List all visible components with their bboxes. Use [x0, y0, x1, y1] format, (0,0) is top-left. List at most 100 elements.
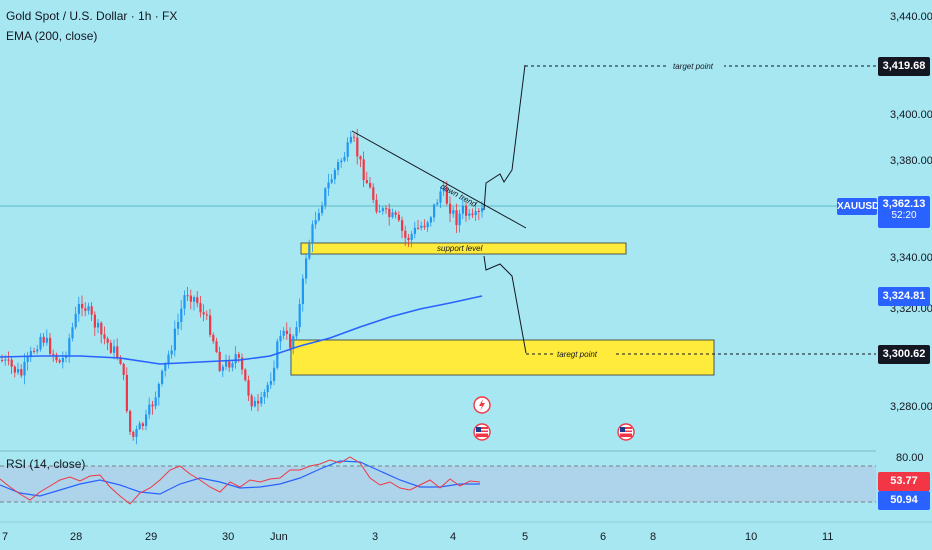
candle-body [55, 354, 58, 361]
candle-body [145, 414, 148, 427]
rsi-signal-line [0, 460, 480, 497]
time-tick-4: 4 [450, 531, 456, 543]
candle-body [97, 322, 100, 328]
candle-body [404, 230, 407, 238]
candle-body [282, 330, 285, 336]
candle-body [452, 210, 455, 214]
candle-body [84, 308, 87, 311]
candle-body [205, 314, 208, 316]
candle-body [321, 205, 324, 214]
target-down-label: taregt point [557, 350, 598, 359]
candle-body [381, 208, 384, 212]
candle-body [417, 227, 420, 229]
candle-body [385, 208, 388, 210]
candles-group [1, 128, 484, 445]
candle-body [189, 295, 192, 302]
candle-body [343, 156, 346, 161]
candle-body [17, 369, 20, 373]
symbol-tag: XAUUSD [837, 198, 879, 215]
time-tick-11: 11 [822, 531, 833, 543]
candle-body [253, 400, 256, 407]
target-up-label: target point [673, 62, 714, 71]
downtrend-line [351, 130, 527, 229]
target-down-price-tag: 3,300.62 [878, 345, 930, 364]
support-label: support level [437, 244, 483, 253]
candle-body [228, 361, 231, 368]
candle-body [330, 179, 333, 183]
candle-body [138, 423, 141, 430]
candle-body [20, 369, 23, 376]
flash-event-icon[interactable] [473, 396, 491, 414]
candle-body [61, 357, 64, 363]
price-tick-3400: 3,400.00 [890, 109, 932, 121]
candle-body [298, 303, 301, 328]
candle-body [13, 366, 16, 373]
candle-body [263, 392, 266, 397]
ema-200-line [0, 295, 483, 365]
candle-body [337, 162, 340, 171]
candle-body [317, 213, 320, 221]
candle-body [23, 361, 26, 376]
target-up-label-bg [668, 61, 724, 72]
candle-body [465, 205, 468, 216]
candle-body [324, 188, 327, 206]
countdown-tag: 52:20 [891, 210, 917, 221]
target-up-price-tag: 3,419.68 [878, 57, 930, 76]
candle-body [58, 360, 61, 363]
candle-body [305, 258, 308, 279]
candle-body [269, 380, 272, 385]
price-tick-3380: 3,380.00 [890, 155, 932, 167]
candle-body [87, 306, 90, 311]
candle-body [103, 334, 106, 339]
ema-price-tag: 3,324.81 [878, 287, 930, 306]
candle-body [365, 180, 368, 183]
candle-body [167, 354, 170, 364]
candle-body [90, 306, 93, 315]
target-zone-lower [290, 339, 715, 376]
candle-body [349, 136, 352, 143]
candle-body [231, 363, 234, 368]
candle-body [52, 353, 55, 355]
candle-body [106, 338, 109, 343]
candle-body [241, 357, 244, 370]
candle-body [148, 404, 151, 415]
candle-body [397, 214, 400, 221]
candle-body [180, 308, 183, 322]
candle-body [401, 220, 404, 231]
time-tick-5: 5 [522, 531, 528, 543]
candle-body [183, 295, 186, 309]
candle-body [33, 351, 36, 353]
candle-body [257, 400, 260, 404]
time-tick-10: 10 [745, 531, 757, 543]
candle-body [445, 188, 448, 204]
candle-body [135, 429, 138, 437]
candle-body [426, 222, 429, 228]
candle-body [340, 160, 343, 163]
candle-body [369, 182, 372, 188]
us-flag-event-icon-2[interactable] [617, 423, 635, 441]
candle-body [26, 356, 29, 362]
us-flag-event-icon[interactable] [473, 423, 491, 441]
candle-body [132, 431, 135, 437]
candle-body [333, 170, 336, 180]
candle-body [4, 359, 7, 361]
candle-body [439, 191, 442, 203]
rsi-value-tag: 53.77 [878, 472, 930, 491]
support-zone [300, 242, 627, 255]
candle-body [285, 330, 288, 334]
candle-body [346, 142, 349, 157]
candle-body [170, 350, 173, 355]
rsi-signal-tag: 50.94 [878, 491, 930, 510]
candle-body [378, 211, 381, 213]
candle-body [436, 202, 439, 205]
time-tick-27: 7 [2, 531, 8, 543]
candle-body [119, 357, 122, 364]
candle-body [420, 225, 423, 228]
candle-body [164, 363, 167, 371]
candle-body [237, 354, 240, 358]
candle-body [36, 349, 39, 352]
candle-body [141, 423, 144, 427]
candle-body [1, 360, 4, 361]
candle-body [413, 227, 416, 234]
